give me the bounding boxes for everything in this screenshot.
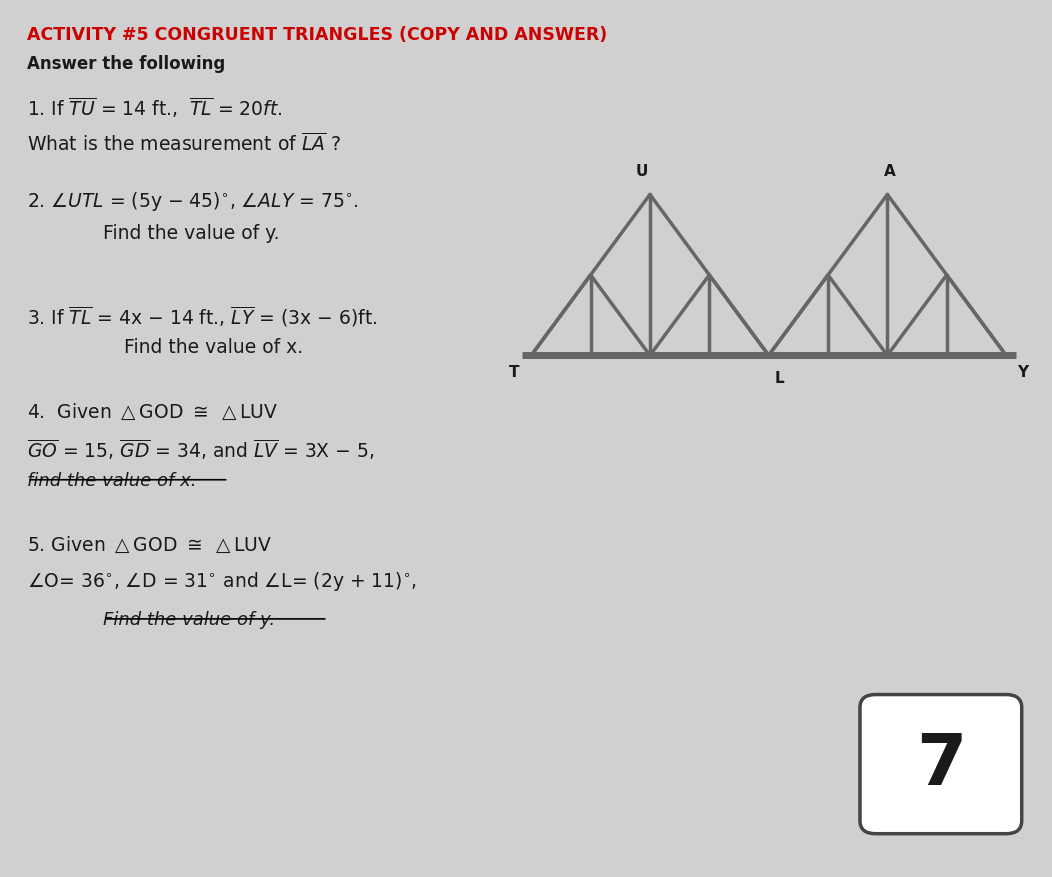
- Text: $\angle$O= 36$^{\circ}$, $\angle$D = 31$^{\circ}$ and $\angle$L= (2y + 11)$^{\ci: $\angle$O= 36$^{\circ}$, $\angle$D = 31$…: [27, 570, 418, 593]
- Text: Find the value of y.: Find the value of y.: [103, 224, 280, 243]
- Text: 4.  Given $\triangle$GOD $\cong$ $\triangle$LUV: 4. Given $\triangle$GOD $\cong$ $\triang…: [27, 401, 278, 421]
- Text: 2. $\angle UTL$ = (5y $-$ 45)$^{\circ}$, $\angle ALY$ = 75$^{\circ}$.: 2. $\angle UTL$ = (5y $-$ 45)$^{\circ}$,…: [27, 190, 359, 213]
- Text: What is the measurement of $\overline{LA}$ ?: What is the measurement of $\overline{LA…: [27, 132, 341, 154]
- Text: find the value of x.: find the value of x.: [27, 472, 197, 489]
- Text: Y: Y: [1017, 364, 1029, 379]
- Text: A: A: [884, 163, 895, 178]
- Text: U: U: [635, 163, 648, 178]
- Text: Answer the following: Answer the following: [27, 54, 225, 73]
- Text: Find the value of y.: Find the value of y.: [103, 610, 276, 629]
- Text: L: L: [774, 371, 784, 386]
- Text: 7: 7: [915, 730, 966, 799]
- Text: 1. If $\overline{TU}$ = 14 ft.,  $\overline{TL}$ = 20$ft$.: 1. If $\overline{TU}$ = 14 ft., $\overli…: [27, 96, 283, 120]
- Text: $\overline{GO}$ = 15, $\overline{GD}$ = 34, and $\overline{LV}$ = 3X $-$ 5,: $\overline{GO}$ = 15, $\overline{GD}$ = …: [27, 437, 375, 461]
- Text: 3. If $\overline{TL}$ = 4x $-$ 14 ft., $\overline{LY}$ = (3x $-$ 6)ft.: 3. If $\overline{TL}$ = 4x $-$ 14 ft., $…: [27, 303, 378, 329]
- Text: T: T: [509, 364, 520, 379]
- Text: 5. Given $\triangle$GOD $\cong$ $\triangle$LUV: 5. Given $\triangle$GOD $\cong$ $\triang…: [27, 534, 272, 554]
- Text: Find the value of x.: Find the value of x.: [124, 338, 303, 357]
- FancyBboxPatch shape: [859, 695, 1021, 834]
- Text: ACTIVITY #5 CONGRUENT TRIANGLES (COPY AND ANSWER): ACTIVITY #5 CONGRUENT TRIANGLES (COPY AN…: [27, 26, 607, 44]
